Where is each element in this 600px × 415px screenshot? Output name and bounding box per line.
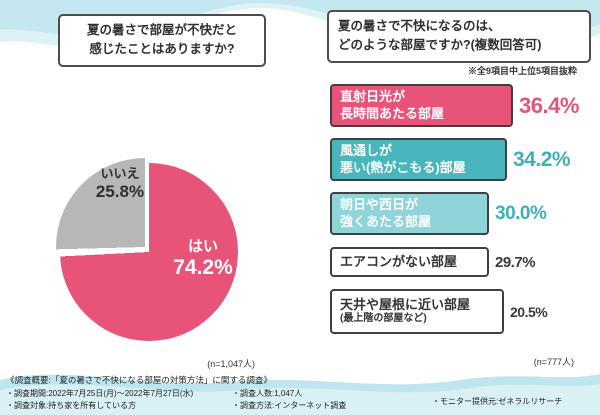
top5-note: ※全9項目中上位5項目抜粋 [467,66,577,76]
bar-label-line1: 風通しが [340,143,393,159]
bar-label-line2: 悪い(熱がこもる)部屋 [340,159,466,175]
bar-label: エアコンがない部屋 [330,247,489,277]
bar-label-line1: 直射日光が [340,89,406,105]
pie-yes-value: 74.2% [173,256,233,279]
survey-monitor-provider: ・モニター提供元:ゼネラルリサーチ [432,397,563,406]
left-question-line1: 夏の暑さで部屋が不快だと [86,23,237,37]
bar-row-morning-west-sun: 朝日や西日が 強くあたる部屋 30.0% [330,192,547,235]
left-question-title: 夏の暑さで部屋が不快だと 感じたことはありますか? [58,14,266,67]
left-question-line2: 感じたことはありますか? [89,42,235,57]
survey-method: ・調査方法:インターネット調査 [232,401,347,410]
bottom-wave-decoration [0,374,600,415]
bar-label: 風通しが 悪い(熱がこもる)部屋 [330,138,507,181]
pie-label-yes: はい 74.2% [160,235,246,280]
bar-label-line1: 朝日や西日が [340,197,419,213]
bar-row-no-aircon: エアコンがない部屋 29.7% [330,247,536,277]
bar-row-poor-ventilation: 風通しが 悪い(熱がこもる)部屋 34.2% [330,138,571,181]
pie-sample-size: (n=1,047人) [207,359,255,369]
bar-row-direct-sunlight: 直射日光が 長時間あたる部屋 36.4% [330,84,579,127]
pie-no-value: 25.8% [95,182,145,201]
pie-label-no: いいえ 25.8% [80,163,160,202]
bar-label-line2: 強くあたる部屋 [340,213,432,229]
bar-value: 30.0% [495,202,547,224]
right-question-line1: 夏の暑さで不快になるのは、 [338,19,501,33]
pie-chart: いいえ 25.8% はい 74.2% [56,158,238,341]
pie-no-label: いいえ [100,166,140,181]
bar-label-line1: 天井や屋根に近い部屋 [340,297,471,313]
survey-overview: 《調査概要:「夏の暑さで不快になる部屋の対策方法」に関する調査》 [6,375,272,385]
bar-label-line2: 長時間あたる部屋 [340,105,445,121]
bar-value: 34.2% [513,147,571,171]
bar-label: 朝日や西日が 強くあたる部屋 [330,192,489,235]
survey-period: ・調査期間:2022年7月25日(月)〜2022年7月27日(水) [6,389,194,398]
bar-row-near-roof: 天井や屋根に近い部屋 (最上階の部屋など) 20.5% [330,289,548,334]
survey-target: ・調査対象:持ち家を所有している方 [6,401,136,410]
bar-label-line2: (最上階の部屋など) [340,313,427,325]
bar-label: 直射日光が 長時間あたる部屋 [330,84,513,127]
pie-yes-label: はい [187,238,218,255]
right-question-title: 夏の暑さで不快になるのは、 どのような部屋ですか?(複数回答可) [327,10,591,63]
bar-label-line1: エアコンがない部屋 [340,253,458,269]
survey-count: ・調査人数:1,047人 [232,389,303,398]
pie-slice-no [56,158,234,336]
bar-label: 天井や屋根に近い部屋 (最上階の部屋など) [330,289,504,334]
bar-value: 36.4% [519,92,579,118]
bar-sample-size: (n=777人) [533,357,574,367]
right-question-line2: どのような部屋ですか?(複数回答可) [338,38,542,53]
bar-value: 29.7% [495,253,536,271]
bar-value: 20.5% [510,303,548,320]
